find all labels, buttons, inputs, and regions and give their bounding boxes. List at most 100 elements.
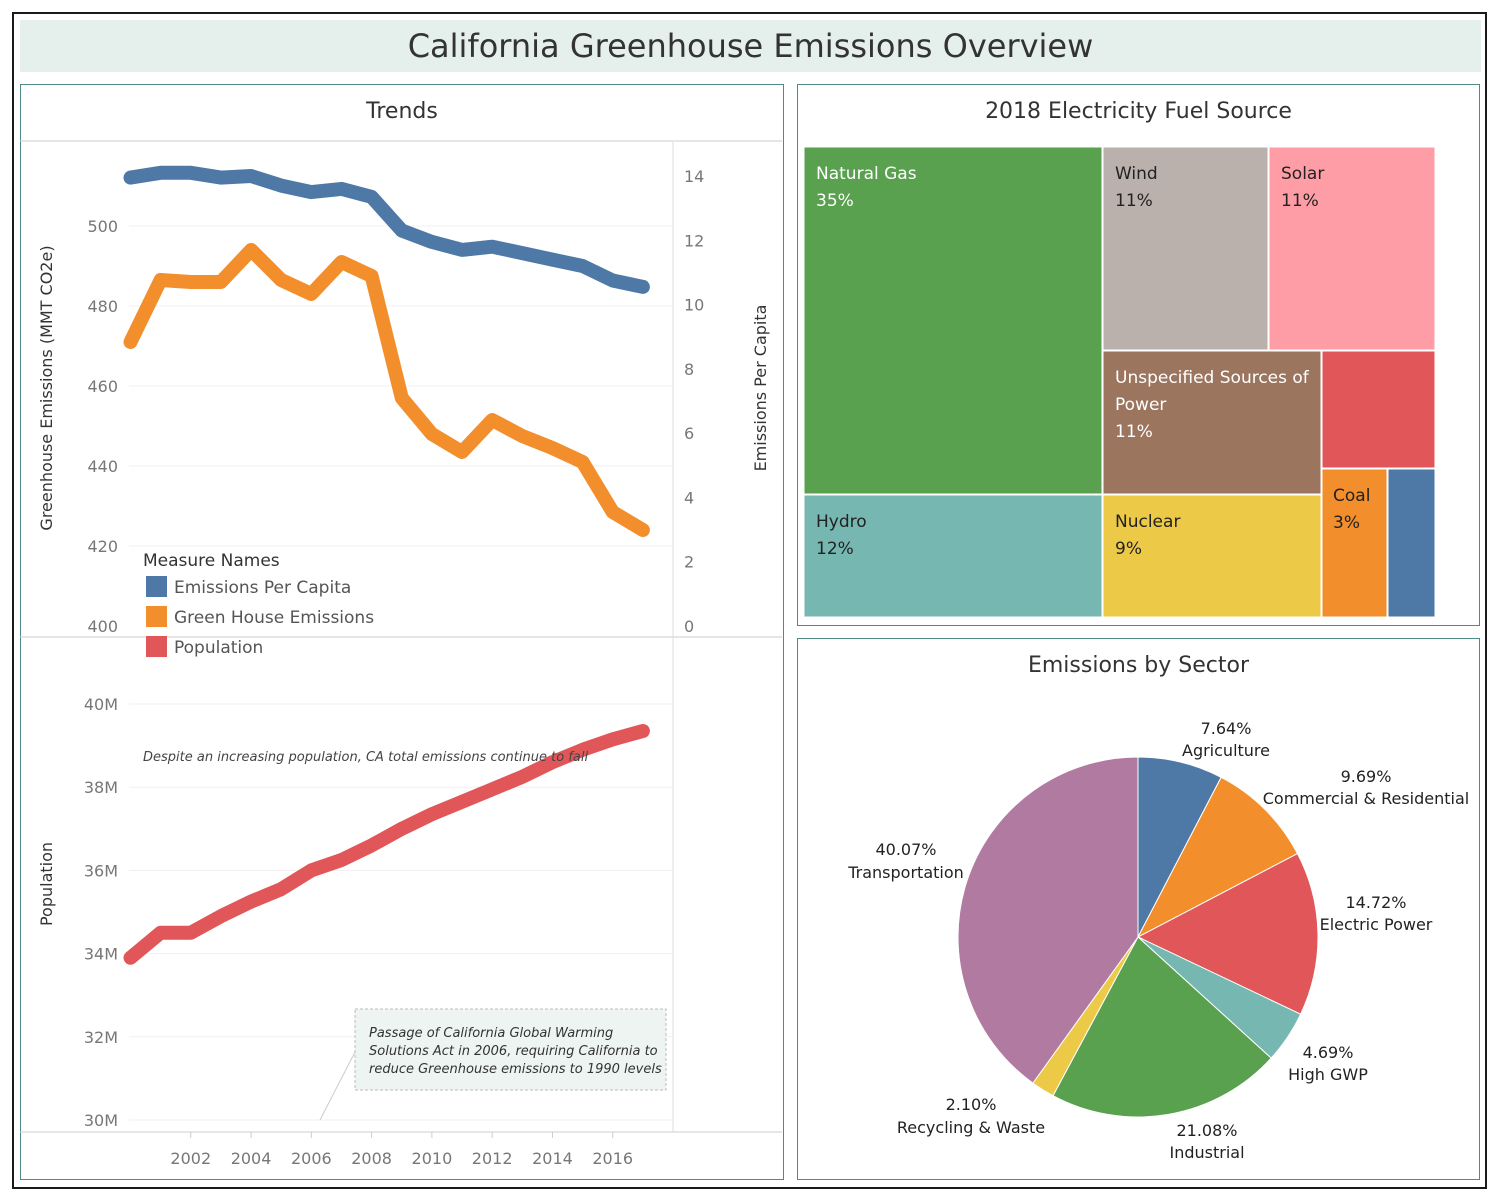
treemap-label: Hydro (816, 512, 867, 532)
pie-pct-label: 2.10% (946, 1095, 997, 1114)
left-tick-label: 440 (87, 457, 118, 476)
legend-label: Population (174, 638, 263, 658)
x-tick-label: 2008 (351, 1149, 392, 1168)
pie-category-label: Commercial & Residential (1263, 789, 1469, 808)
x-tick-label: 2006 (291, 1149, 332, 1168)
right-tick-label: 6 (684, 424, 694, 443)
annotation-box-line: Passage of California Global Warming (369, 1026, 613, 1041)
right-tick-label: 8 (684, 360, 694, 379)
pie-category-label: Industrial (1169, 1143, 1244, 1162)
treemap-tile-hydro (803, 494, 1103, 618)
treemap-value: 35% (816, 191, 854, 211)
pie-slice-electric-power (1136, 852, 1319, 1015)
treemap-label: Nuclear (1115, 512, 1180, 532)
x-tick-label: 2002 (170, 1149, 211, 1168)
x-tick-label: 2004 (231, 1149, 272, 1168)
trends-title: Trends (366, 99, 438, 124)
pie-pct-label: 4.69% (1303, 1043, 1354, 1062)
pie-pct-label: 14.72% (1345, 893, 1406, 912)
pie-slice-industrial (1052, 936, 1272, 1118)
left-tick-label: 400 (87, 617, 118, 636)
sector-title: Emissions by Sector (1027, 653, 1250, 678)
pie-category-label: High GWP (1288, 1065, 1368, 1084)
pie-pct-label: 9.69% (1341, 767, 1392, 786)
treemap-value: 3% (1333, 513, 1360, 533)
dashboard-title: California Greenhouse Emissions Overview (407, 27, 1094, 65)
treemap-tile-solar (1268, 146, 1436, 351)
treemap-label: Power (1115, 395, 1166, 415)
x-tick-label: 2014 (532, 1149, 573, 1168)
pie-category-label: Electric Power (1320, 915, 1433, 934)
legend-title: Measure Names (143, 551, 280, 571)
treemap-value: 11% (1115, 422, 1153, 442)
treemap-tile-wind (1102, 146, 1269, 351)
right-tick-label: 2 (684, 553, 694, 572)
treemap-tile-coal (1321, 468, 1388, 618)
left-tick-label: 420 (87, 537, 118, 556)
pie-pct-label: 7.64% (1201, 719, 1252, 738)
left-tick-label: 500 (87, 217, 118, 236)
x-tick-label: 2010 (412, 1149, 453, 1168)
legend-swatch (146, 576, 167, 597)
population-tick-label: 32M (84, 1028, 118, 1047)
pie-slice-commercial-residential (1136, 776, 1299, 939)
pie-slice-transportation (957, 756, 1139, 1084)
right-tick-label: 14 (684, 167, 704, 186)
trends-panel: Trends (20, 84, 784, 1180)
right-tick-label: 10 (684, 296, 704, 315)
treemap-value: 11% (1281, 191, 1319, 211)
left-axis-title: Greenhouse Emissions (MMT CO2e) (37, 245, 56, 530)
pie-pct-label: 21.08% (1176, 1121, 1237, 1140)
sector-panel: Emissions by Sector (797, 638, 1480, 1180)
pie-category-label: Agriculture (1182, 741, 1270, 760)
pie-pct-label: 40.07% (875, 840, 936, 859)
population-tick-label: 38M (84, 778, 118, 797)
population-axis-title: Population (37, 842, 56, 926)
treemap-tile-unspecified-sources-of (1102, 350, 1322, 495)
right-tick-label: 12 (684, 231, 704, 250)
right-axis-title: Emissions Per Capita (751, 305, 770, 472)
treemap-tile-unlabeled-4 (1321, 350, 1436, 469)
annotation-box (354, 1008, 667, 1091)
right-tick-label: 0 (684, 617, 694, 636)
annotation-box-line: Solutions Act in 2006, requiring Califor… (369, 1044, 658, 1059)
treemap-tile-nuclear (1102, 494, 1322, 618)
treemap-label: Unspecified Sources of (1115, 368, 1310, 388)
population-tick-label: 30M (84, 1111, 118, 1130)
population-tick-label: 40M (84, 695, 118, 714)
annotation-box-line: reduce Greenhouse emissions to 1990 leve… (369, 1062, 662, 1077)
annotation-pointer-line (319, 1049, 357, 1121)
left-tick-label: 480 (87, 297, 118, 316)
fuel-source-title: 2018 Electricity Fuel Source (985, 99, 1292, 124)
legend-label: Green House Emissions (174, 608, 374, 628)
pie-category-label: Transportation (847, 863, 964, 882)
treemap-value: 12% (816, 539, 854, 559)
treemap-label: Wind (1115, 164, 1158, 184)
right-tick-label: 4 (684, 488, 694, 507)
legend-swatch (146, 606, 167, 627)
population-tick-label: 34M (84, 945, 118, 964)
x-tick-label: 2012 (472, 1149, 513, 1168)
legend-swatch (146, 636, 167, 657)
treemap-tile-natural-gas (803, 146, 1103, 495)
x-tick-label: 2016 (592, 1149, 633, 1168)
treemap-value: 9% (1115, 539, 1142, 559)
population-tick-label: 36M (84, 861, 118, 880)
annotation-population-trend: Despite an increasing population, CA tot… (143, 750, 588, 765)
treemap-value: 11% (1115, 191, 1153, 211)
treemap-label: Coal (1333, 486, 1370, 506)
pie-category-label: Recycling & Waste (897, 1118, 1045, 1137)
greenhouse-emissions-line (123, 243, 650, 537)
dashboard-title-bar: California Greenhouse Emissions Overview (20, 20, 1481, 72)
emissions-per-capita-line (123, 165, 650, 294)
left-tick-label: 460 (87, 377, 118, 396)
treemap-label: Solar (1281, 164, 1324, 184)
dashboard-frame (12, 12, 1487, 1189)
treemap-tile-unlabeled-8 (1387, 468, 1436, 618)
fuel-source-panel: 2018 Electricity Fuel Source (797, 84, 1480, 626)
legend-label: Emissions Per Capita (174, 578, 351, 598)
population-line (123, 724, 650, 965)
treemap-label: Natural Gas (816, 164, 917, 184)
